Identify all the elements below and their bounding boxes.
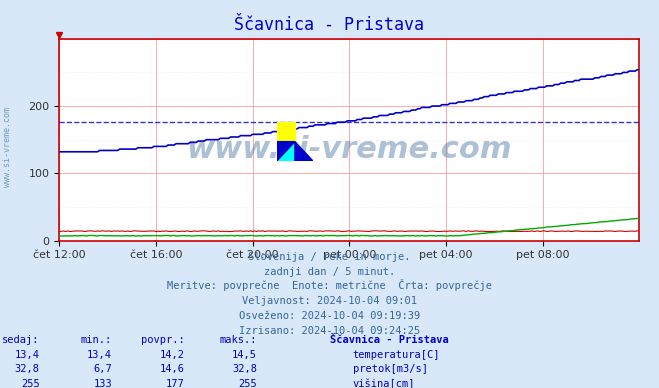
- Text: maks.:: maks.:: [219, 335, 257, 345]
- Polygon shape: [295, 142, 313, 161]
- Text: www.si-vreme.com: www.si-vreme.com: [3, 107, 13, 187]
- Text: sedaj:: sedaj:: [2, 335, 40, 345]
- Text: 255: 255: [239, 379, 257, 388]
- Text: pretok[m3/s]: pretok[m3/s]: [353, 364, 428, 374]
- Text: Veljavnost: 2024-10-04 09:01: Veljavnost: 2024-10-04 09:01: [242, 296, 417, 306]
- Text: 13,4: 13,4: [87, 350, 112, 360]
- Text: temperatura[C]: temperatura[C]: [353, 350, 440, 360]
- Text: Ščavnica - Pristava: Ščavnica - Pristava: [235, 16, 424, 34]
- Text: 133: 133: [94, 379, 112, 388]
- Text: Osveženo: 2024-10-04 09:19:39: Osveženo: 2024-10-04 09:19:39: [239, 311, 420, 321]
- Text: Slovenija / reke in morje.: Slovenija / reke in morje.: [248, 252, 411, 262]
- Text: www.si-vreme.com: www.si-vreme.com: [186, 135, 512, 164]
- Text: 177: 177: [166, 379, 185, 388]
- Text: 255: 255: [21, 379, 40, 388]
- Text: 32,8: 32,8: [232, 364, 257, 374]
- Text: min.:: min.:: [81, 335, 112, 345]
- Text: višina[cm]: višina[cm]: [353, 378, 415, 388]
- Text: 14,2: 14,2: [159, 350, 185, 360]
- Text: 14,6: 14,6: [159, 364, 185, 374]
- Bar: [277, 122, 295, 142]
- Text: 6,7: 6,7: [94, 364, 112, 374]
- Text: 14,5: 14,5: [232, 350, 257, 360]
- Text: Izrisano: 2024-10-04 09:24:25: Izrisano: 2024-10-04 09:24:25: [239, 326, 420, 336]
- Text: 32,8: 32,8: [14, 364, 40, 374]
- Text: Meritve: povprečne  Enote: metrične  Črta: povprečje: Meritve: povprečne Enote: metrične Črta:…: [167, 279, 492, 291]
- Text: Ščavnica - Pristava: Ščavnica - Pristava: [330, 335, 448, 345]
- Polygon shape: [277, 142, 295, 161]
- Text: zadnji dan / 5 minut.: zadnji dan / 5 minut.: [264, 267, 395, 277]
- Text: 13,4: 13,4: [14, 350, 40, 360]
- Text: povpr.:: povpr.:: [141, 335, 185, 345]
- Polygon shape: [277, 142, 295, 161]
